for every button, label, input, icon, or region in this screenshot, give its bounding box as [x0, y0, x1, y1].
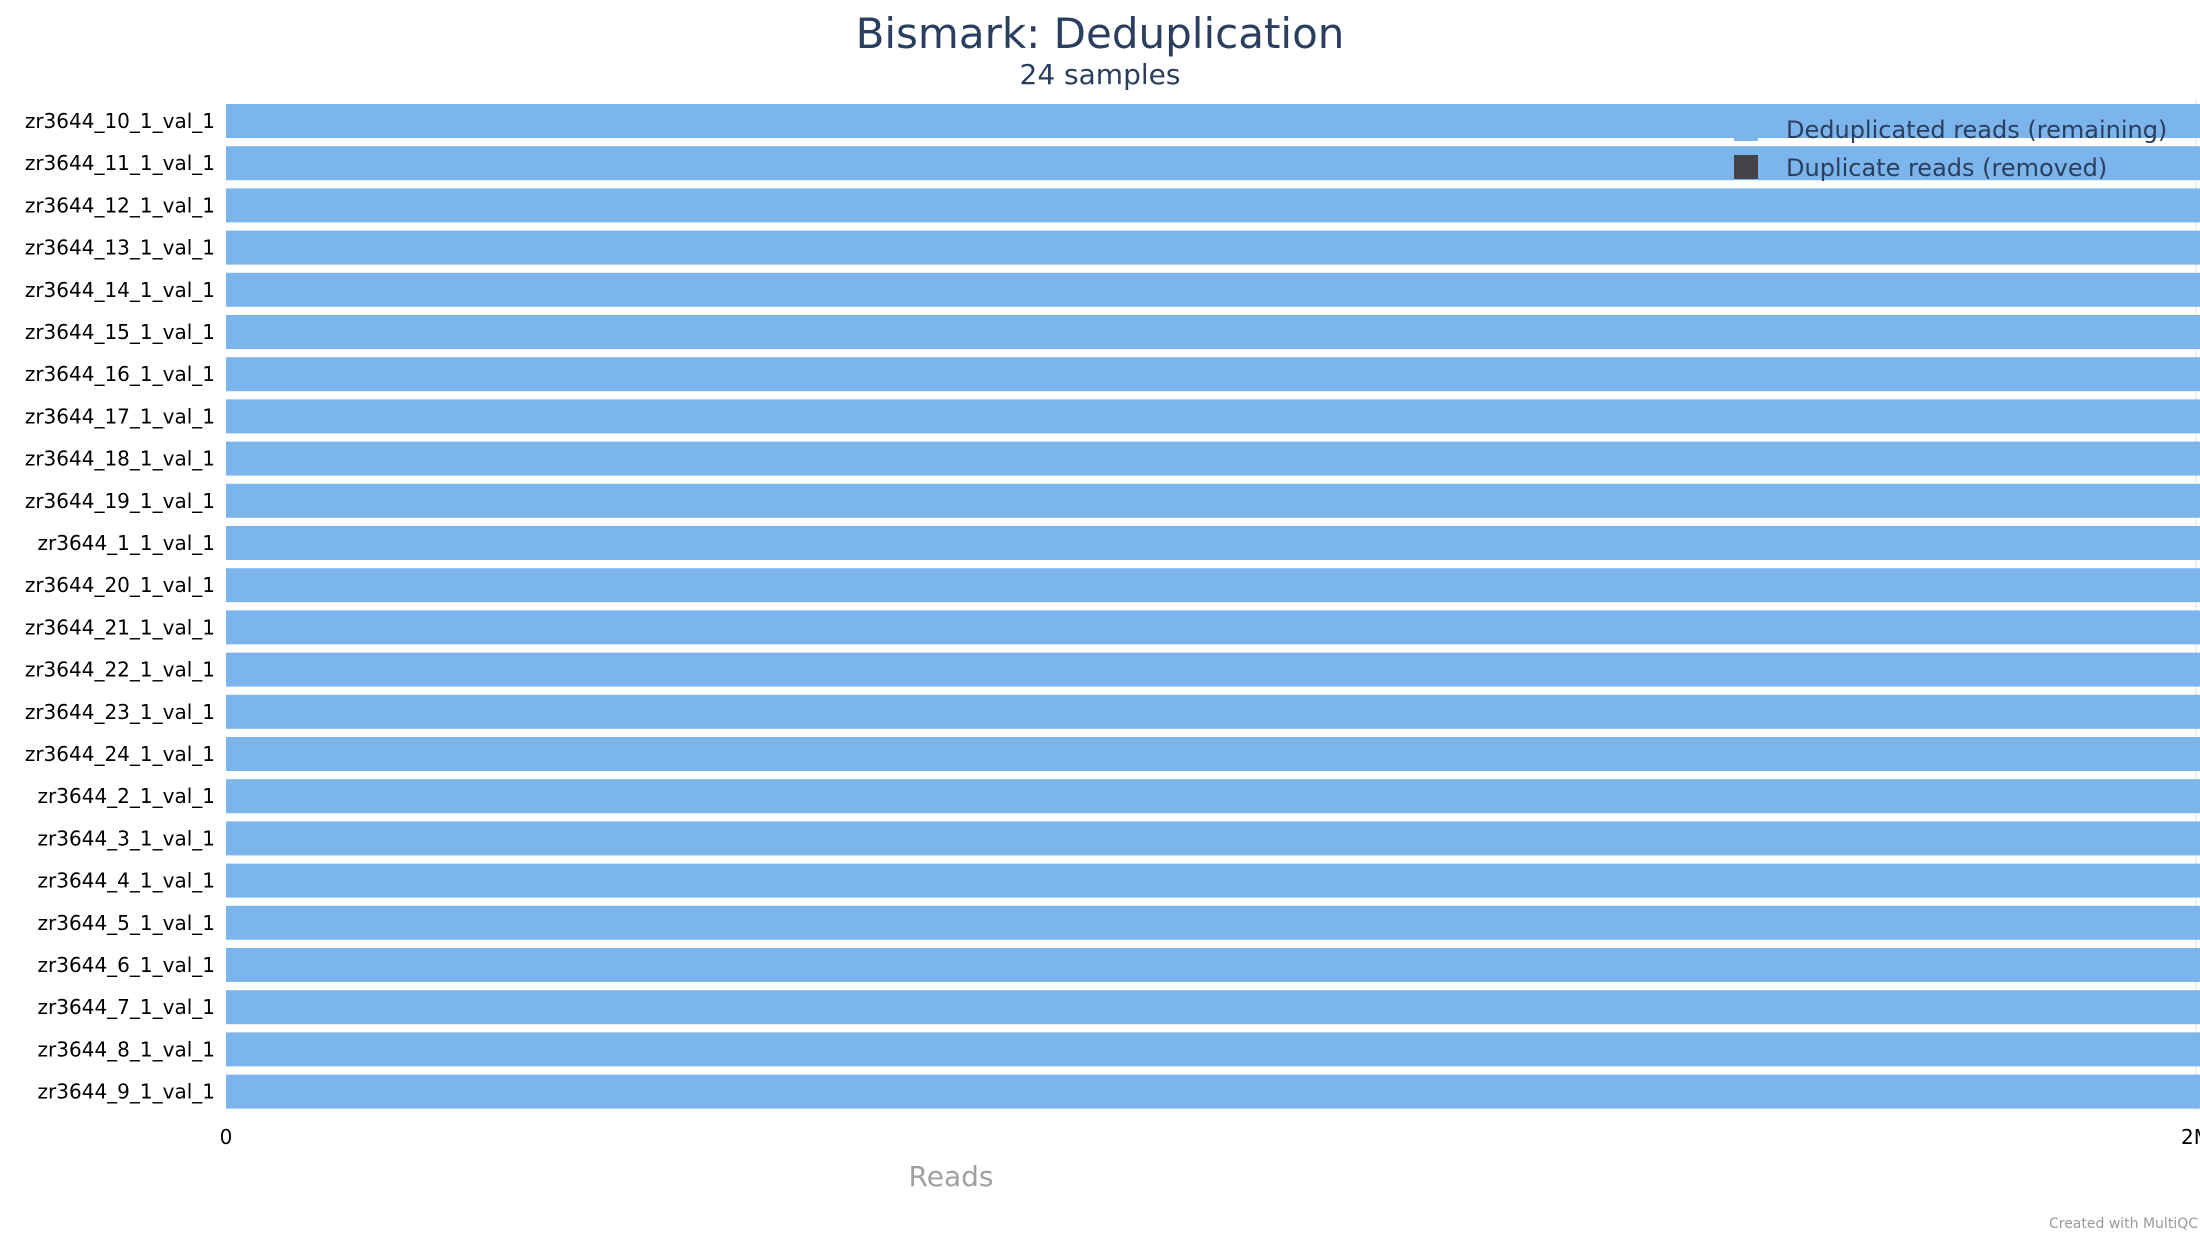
credit-text: Created with MultiQC: [2049, 1216, 2198, 1232]
bar-deduplicated[interactable]: [226, 188, 2200, 223]
category-label: zr3644_1_1_val_1: [38, 531, 215, 555]
legend-label-deduplicated: Deduplicated reads (remaining): [1786, 116, 2167, 144]
category-label: zr3644_17_1_val_1: [25, 404, 215, 428]
legend-item-deduplicated[interactable]: Deduplicated reads (remaining): [1734, 116, 2167, 144]
bar-deduplicated[interactable]: [226, 357, 2200, 392]
category-label: zr3644_23_1_val_1: [25, 700, 215, 724]
bar-deduplicated[interactable]: [226, 526, 2200, 560]
bar-deduplicated[interactable]: [226, 230, 2200, 265]
bar-deduplicated[interactable]: [226, 694, 2200, 729]
bar-deduplicated[interactable]: [226, 990, 2200, 1025]
category-label: zr3644_15_1_val_1: [25, 320, 215, 344]
category-label: zr3644_20_1_val_1: [25, 573, 215, 597]
category-label: zr3644_8_1_val_1: [38, 1037, 215, 1061]
category-label: zr3644_18_1_val_1: [25, 447, 215, 471]
bar-deduplicated[interactable]: [226, 905, 2200, 940]
category-label: zr3644_22_1_val_1: [25, 658, 215, 682]
category-labels: zr3644_10_1_val_1 zr3644_11_1_val_1 zr3644…: [25, 109, 215, 1104]
bar-deduplicated[interactable]: [226, 104, 2200, 138]
bar-deduplicated[interactable]: [226, 399, 2200, 434]
bar-deduplicated[interactable]: [226, 146, 2200, 181]
bar-deduplicated[interactable]: [226, 779, 2200, 814]
category-label: zr3644_2_1_val_1: [38, 784, 215, 808]
category-label: zr3644_13_1_val_1: [25, 236, 215, 260]
category-label: zr3644_10_1_val_1: [25, 109, 215, 133]
bar-deduplicated[interactable]: [226, 315, 2200, 349]
gridlines: [2195, 100, 2197, 1110]
bar-deduplicated[interactable]: [226, 821, 2200, 856]
category-label: zr3644_3_1_val_1: [38, 826, 215, 850]
category-label: zr3644_5_1_val_1: [38, 911, 215, 935]
bar-deduplicated[interactable]: [226, 483, 2200, 518]
chart-subtitle: 24 samples: [1020, 58, 1181, 91]
legend-label-duplicate: Duplicate reads (removed): [1786, 154, 2107, 182]
category-label: zr3644_21_1_val_1: [25, 615, 215, 639]
bar-deduplicated[interactable]: [226, 272, 2200, 307]
bar-deduplicated[interactable]: [226, 1032, 2200, 1067]
bar-deduplicated[interactable]: [226, 441, 2200, 476]
x-axis-title: Reads: [909, 1160, 994, 1193]
category-label: zr3644_6_1_val_1: [38, 953, 215, 977]
category-label: zr3644_14_1_val_1: [25, 278, 215, 302]
legend-swatch-deduplicated: [1734, 117, 1758, 141]
chart-title: Bismark: Deduplication: [856, 9, 1345, 58]
bar-deduplicated[interactable]: [226, 568, 2200, 603]
bar-deduplicated[interactable]: [226, 1074, 2200, 1109]
category-label: zr3644_4_1_val_1: [38, 869, 215, 893]
legend-swatch-duplicate: [1734, 155, 1758, 179]
category-label: zr3644_16_1_val_1: [25, 362, 215, 386]
bars: [226, 104, 2200, 1109]
category-label: zr3644_24_1_val_1: [25, 742, 215, 766]
category-label: zr3644_19_1_val_1: [25, 489, 215, 513]
x-tick-label: 2M: [2181, 1125, 2200, 1149]
bar-deduplicated[interactable]: [226, 948, 2200, 982]
x-tick-label: 0: [220, 1125, 233, 1149]
category-label: zr3644_11_1_val_1: [25, 151, 215, 175]
legend: Deduplicated reads (remaining) Duplicate…: [1734, 116, 2167, 182]
category-label: zr3644_7_1_val_1: [38, 995, 215, 1019]
x-axis-ticks: 02M4M6M8M10M12M14M: [220, 1125, 2200, 1149]
bar-deduplicated[interactable]: [226, 737, 2200, 771]
category-label: zr3644_12_1_val_1: [25, 193, 215, 217]
bar-deduplicated[interactable]: [226, 652, 2200, 687]
bar-deduplicated[interactable]: [226, 610, 2200, 645]
bar-deduplicated[interactable]: [226, 863, 2200, 898]
legend-item-duplicate[interactable]: Duplicate reads (removed): [1734, 154, 2107, 182]
category-label: zr3644_9_1_val_1: [38, 1080, 215, 1104]
